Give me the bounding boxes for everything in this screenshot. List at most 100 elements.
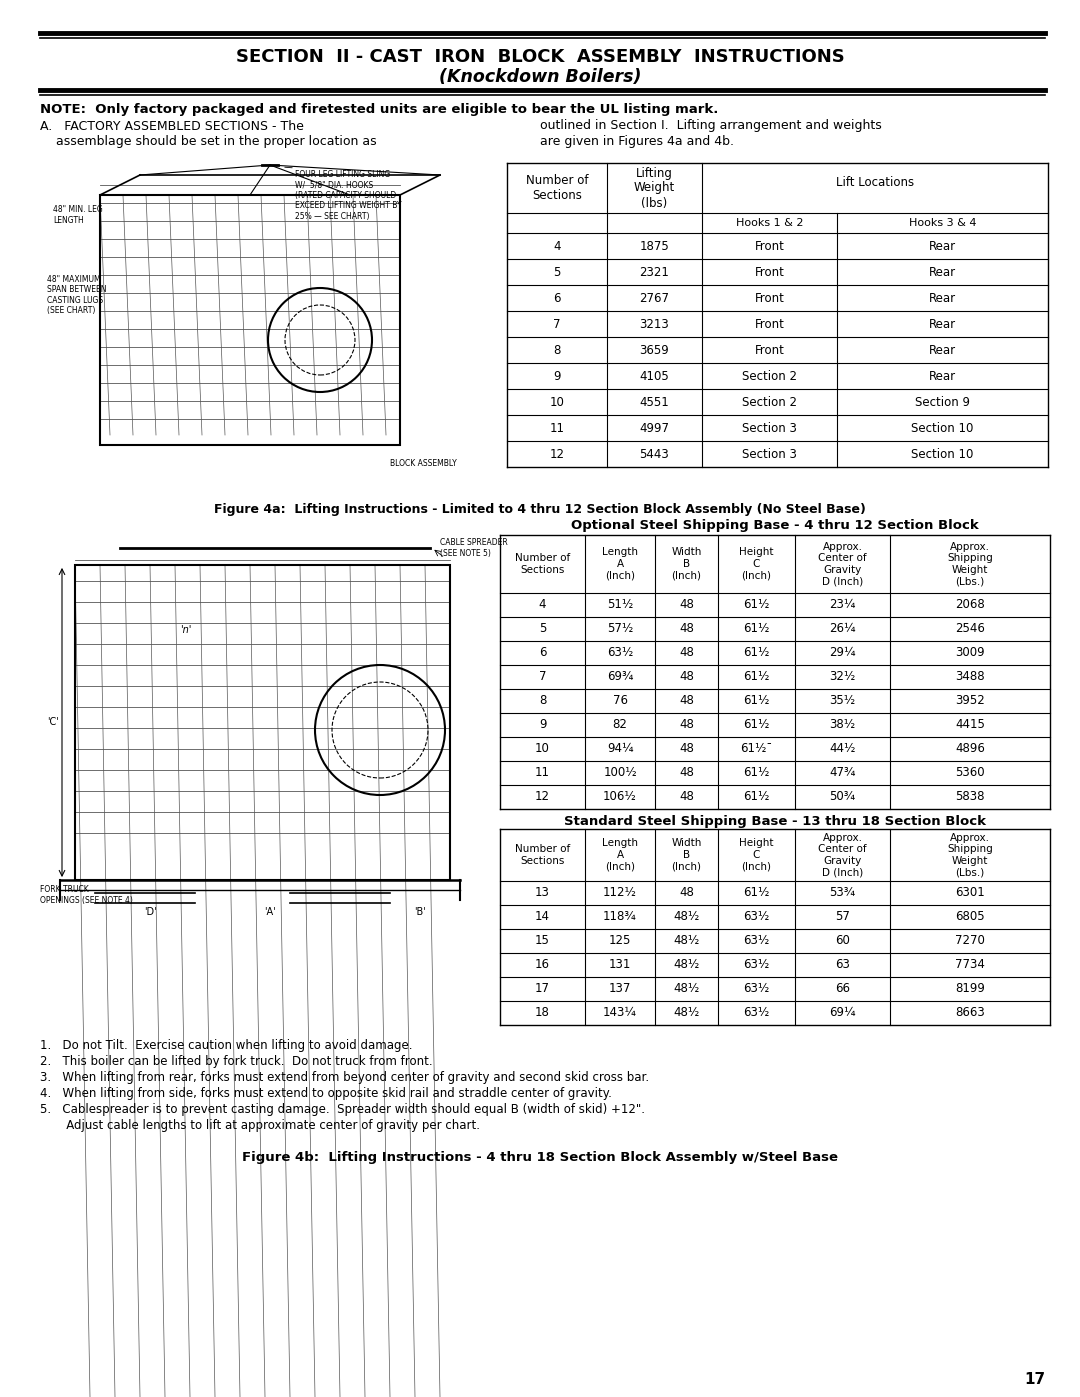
Text: Figure 4b:  Lifting Instructions - 4 thru 18 Section Block Assembly w/Steel Base: Figure 4b: Lifting Instructions - 4 thru…	[242, 1151, 838, 1164]
Text: Section 3: Section 3	[742, 447, 797, 461]
Text: 125: 125	[609, 935, 631, 947]
Text: Standard Steel Shipping Base - 13 thru 18 Section Block: Standard Steel Shipping Base - 13 thru 1…	[564, 814, 986, 827]
Text: 35½: 35½	[829, 694, 855, 707]
Text: 2068: 2068	[955, 598, 985, 612]
Text: 137: 137	[609, 982, 631, 996]
Text: 61½: 61½	[743, 767, 770, 780]
Text: Front: Front	[755, 239, 784, 253]
Text: Figure 4a:  Lifting Instructions - Limited to 4 thru 12 Section Block Assembly (: Figure 4a: Lifting Instructions - Limite…	[214, 503, 866, 517]
Bar	[75, 564, 450, 880]
Text: Length
A
(Inch): Length A (Inch)	[602, 548, 638, 581]
Text: 2321: 2321	[639, 265, 670, 278]
Text: Front: Front	[755, 317, 784, 331]
Text: Rear: Rear	[929, 317, 956, 331]
Text: Section 2: Section 2	[742, 395, 797, 408]
Text: Length
A
(Inch): Length A (Inch)	[602, 838, 638, 872]
Text: 38½: 38½	[829, 718, 855, 732]
Text: Height
C
(Inch): Height C (Inch)	[739, 548, 773, 581]
Text: 8: 8	[539, 694, 546, 707]
Text: 143¼: 143¼	[603, 1006, 637, 1020]
Text: Lift Locations: Lift Locations	[836, 176, 914, 190]
Bar	[40, 529, 496, 915]
Text: 4: 4	[539, 598, 546, 612]
Text: 23¼: 23¼	[829, 598, 855, 612]
Text: 61½: 61½	[743, 694, 770, 707]
Text: 48: 48	[679, 887, 694, 900]
Text: 2546: 2546	[955, 623, 985, 636]
Text: NOTE:  Only factory packaged and firetested units are eligible to bear the UL li: NOTE: Only factory packaged and firetest…	[40, 102, 718, 116]
Text: Front: Front	[755, 292, 784, 305]
Text: Hooks 1 & 2: Hooks 1 & 2	[735, 218, 804, 228]
Text: 61½: 61½	[743, 598, 770, 612]
Text: 61½: 61½	[743, 671, 770, 683]
Text: 63: 63	[835, 958, 850, 971]
Text: FORK TRUCK
OPENINGS (SEE NOTE 4): FORK TRUCK OPENINGS (SEE NOTE 4)	[40, 886, 133, 905]
Text: 17: 17	[535, 982, 550, 996]
Text: 94¼: 94¼	[607, 742, 633, 756]
Text: 48" MIN. LEG
LENGTH: 48" MIN. LEG LENGTH	[53, 205, 103, 225]
Text: 106½: 106½	[603, 791, 637, 803]
Text: 8199: 8199	[955, 982, 985, 996]
Text: Hooks 3 & 4: Hooks 3 & 4	[908, 218, 976, 228]
Text: 'B': 'B'	[414, 907, 426, 916]
Text: 3213: 3213	[639, 317, 670, 331]
Text: 82: 82	[612, 718, 627, 732]
Text: 13: 13	[535, 887, 550, 900]
Text: FOUR LEG LIFTING SLING
W/  5/8" DIA. HOOKS
(RATED CAPACITY SHOULD
EXCEED LIFTING: FOUR LEG LIFTING SLING W/ 5/8" DIA. HOOK…	[295, 170, 402, 221]
Text: 63½: 63½	[743, 958, 770, 971]
Text: 63½: 63½	[743, 982, 770, 996]
Text: Adjust cable lengths to lift at approximate center of gravity per chart.: Adjust cable lengths to lift at approxim…	[40, 1119, 480, 1132]
Text: 61½: 61½	[743, 791, 770, 803]
Text: 100½: 100½	[604, 767, 637, 780]
Text: 57: 57	[835, 911, 850, 923]
Text: 17: 17	[1024, 1372, 1045, 1387]
Text: Rear: Rear	[929, 292, 956, 305]
Text: 9: 9	[539, 718, 546, 732]
Text: 48" MAXIMUM
SPAN BETWEEN
CASTING LUGS
(SEE CHART): 48" MAXIMUM SPAN BETWEEN CASTING LUGS (S…	[48, 275, 107, 316]
Text: 48: 48	[679, 791, 694, 803]
Text: 2767: 2767	[639, 292, 670, 305]
Text: 'D': 'D'	[144, 907, 157, 916]
Text: 4896: 4896	[955, 742, 985, 756]
Text: Section 9: Section 9	[915, 395, 970, 408]
Text: 48: 48	[679, 767, 694, 780]
Text: Rear: Rear	[929, 265, 956, 278]
Text: Front: Front	[755, 265, 784, 278]
Text: 48½: 48½	[673, 911, 700, 923]
Text: 63½: 63½	[743, 935, 770, 947]
Bar	[40, 158, 498, 497]
Text: 5838: 5838	[955, 791, 985, 803]
Text: 26¼: 26¼	[829, 623, 855, 636]
Text: Number of
Sections: Number of Sections	[515, 553, 570, 574]
Text: 48½: 48½	[673, 958, 700, 971]
Text: 118¾: 118¾	[603, 911, 637, 923]
Text: 48: 48	[679, 718, 694, 732]
Text: Number of
Sections: Number of Sections	[515, 844, 570, 866]
Text: Width
B
(Inch): Width B (Inch)	[672, 548, 702, 581]
Text: 131: 131	[609, 958, 631, 971]
Text: 'C': 'C'	[48, 717, 58, 726]
Text: 48: 48	[679, 647, 694, 659]
Text: Section 10: Section 10	[912, 422, 974, 434]
Text: 29¼: 29¼	[829, 647, 855, 659]
Text: assemblage should be set in the proper location as: assemblage should be set in the proper l…	[56, 134, 377, 148]
Text: 12: 12	[550, 447, 565, 461]
Text: 60: 60	[835, 935, 850, 947]
Text: 5.   Cablespreader is to prevent casting damage.  Spreader width should equal B : 5. Cablespreader is to prevent casting d…	[40, 1102, 645, 1115]
Text: 7270: 7270	[955, 935, 985, 947]
Text: 3009: 3009	[955, 647, 985, 659]
Text: 6: 6	[553, 292, 561, 305]
Text: 51½: 51½	[607, 598, 633, 612]
Text: 6805: 6805	[955, 911, 985, 923]
Text: 3952: 3952	[955, 694, 985, 707]
Text: Width
B
(Inch): Width B (Inch)	[672, 838, 702, 872]
Text: 2.   This boiler can be lifted by fork truck.  Do not truck from front.: 2. This boiler can be lifted by fork tru…	[40, 1055, 433, 1067]
Text: 6301: 6301	[955, 887, 985, 900]
Text: 76: 76	[612, 694, 627, 707]
Text: 63½: 63½	[743, 1006, 770, 1020]
Text: 5: 5	[539, 623, 546, 636]
Bar	[100, 196, 400, 446]
Text: 1875: 1875	[639, 239, 670, 253]
Text: Number of
Sections: Number of Sections	[526, 175, 589, 203]
Text: 48: 48	[679, 742, 694, 756]
